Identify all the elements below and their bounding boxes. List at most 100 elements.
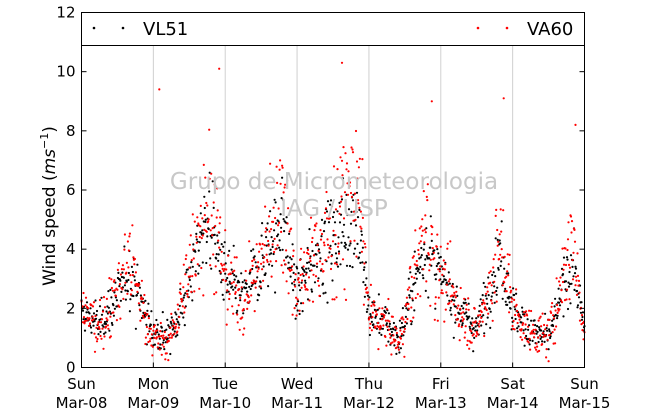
data-point (291, 313, 294, 316)
data-point (92, 312, 96, 315)
data-point (513, 293, 516, 297)
data-point (425, 227, 428, 230)
data-point (493, 280, 496, 283)
data-point (328, 217, 332, 220)
data-point (101, 310, 105, 313)
data-point (356, 199, 360, 202)
data-point (285, 249, 288, 252)
data-point (562, 256, 566, 259)
data-point (466, 343, 469, 347)
data-point (546, 329, 549, 332)
data-point (128, 232, 131, 235)
data-point (451, 294, 454, 297)
data-point (245, 279, 248, 282)
data-point (261, 254, 264, 257)
data-point (453, 299, 456, 302)
data-point (392, 328, 395, 331)
data-point (218, 222, 221, 225)
data-point (395, 333, 398, 337)
data-point (363, 262, 366, 265)
data-point (481, 320, 484, 323)
data-point (310, 290, 314, 293)
data-point (179, 292, 182, 295)
data-point (85, 311, 88, 314)
data-point (232, 312, 235, 315)
data-point (174, 335, 177, 338)
data-point (556, 303, 559, 307)
data-point (571, 278, 575, 281)
data-point (272, 240, 275, 243)
data-point (313, 281, 317, 284)
data-point (306, 261, 309, 264)
data-point (426, 183, 429, 186)
data-point (423, 228, 426, 231)
data-point (228, 297, 231, 301)
data-point (175, 318, 178, 321)
data-point (523, 314, 526, 317)
data-point (167, 359, 170, 362)
data-point (194, 274, 197, 277)
data-point (541, 343, 544, 346)
data-point (352, 252, 356, 255)
data-point (477, 322, 480, 325)
data-point (272, 220, 275, 223)
data-point (387, 312, 390, 315)
data-point (411, 299, 414, 302)
data-point (507, 263, 510, 266)
data-point (147, 302, 150, 305)
data-point (212, 201, 215, 204)
data-point (210, 236, 213, 239)
data-point (503, 281, 506, 284)
data-point (214, 242, 217, 245)
data-point (241, 281, 244, 284)
data-point (217, 253, 220, 256)
data-point (489, 326, 492, 329)
data-point (231, 285, 234, 288)
data-point (576, 252, 579, 255)
data-point (181, 305, 184, 308)
data-point (498, 257, 501, 261)
data-point (138, 283, 141, 286)
data-point (468, 315, 471, 318)
data-point (299, 258, 302, 261)
data-point (118, 283, 121, 286)
data-point (282, 218, 285, 221)
data-point (91, 305, 95, 308)
data-point (148, 330, 151, 333)
data-point (110, 278, 113, 281)
data-point (361, 216, 364, 219)
data-point (337, 236, 340, 239)
data-point (343, 288, 346, 291)
data-point (550, 311, 553, 314)
data-point (213, 293, 216, 296)
data-point (311, 236, 314, 240)
legend-label-va60: VA60 (527, 19, 573, 40)
data-point (208, 128, 211, 131)
data-point (496, 228, 499, 232)
data-point (485, 323, 488, 326)
data-point (549, 333, 552, 336)
data-point (304, 285, 307, 288)
data-point (566, 238, 570, 241)
data-point (254, 286, 257, 289)
data-point (334, 252, 338, 255)
data-point (527, 328, 530, 331)
data-point (572, 275, 575, 278)
data-point (525, 334, 528, 338)
data-point (100, 313, 104, 316)
data-point (299, 273, 302, 277)
data-point (344, 152, 347, 155)
data-point (122, 297, 125, 300)
data-point (521, 323, 524, 326)
data-point (520, 316, 523, 319)
data-point (95, 309, 99, 313)
data-point (558, 284, 562, 287)
data-point (417, 268, 420, 271)
data-point (306, 246, 309, 250)
data-point (272, 252, 275, 256)
data-point (418, 271, 421, 274)
data-point (189, 275, 192, 278)
data-point (429, 258, 432, 261)
data-point (201, 234, 204, 237)
data-point (577, 296, 581, 299)
